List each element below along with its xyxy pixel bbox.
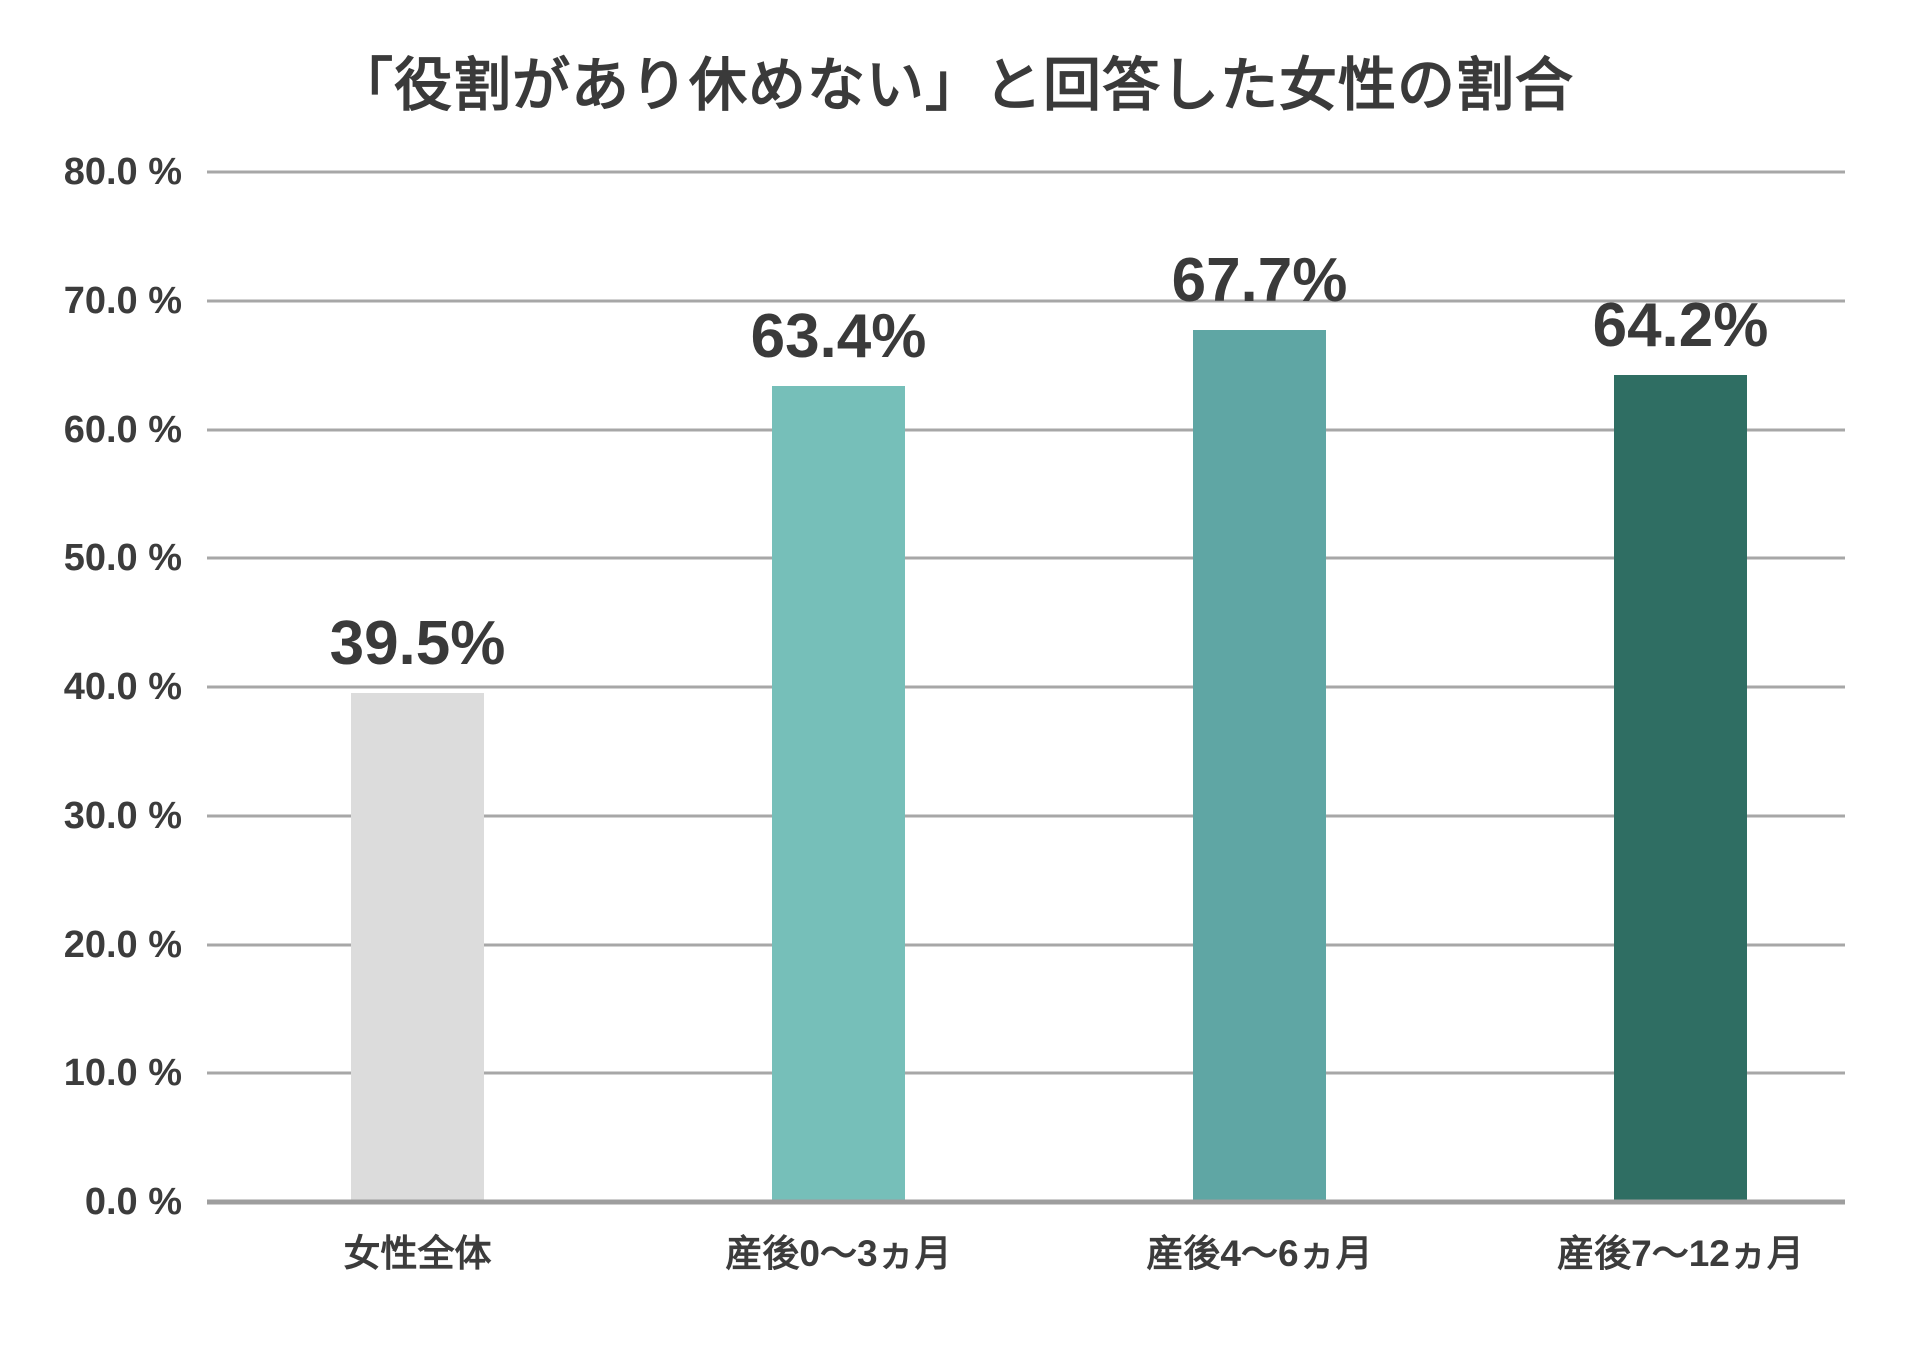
y-axis-tick-label: 60.0 % — [63, 408, 182, 451]
gridline — [207, 814, 1845, 818]
bar-value-label: 64.2% — [1592, 291, 1769, 361]
x-axis-line — [207, 1199, 1845, 1205]
gridline — [207, 556, 1845, 560]
gridline — [207, 943, 1845, 946]
bar-産後0〜3ヵ月 — [772, 385, 905, 1202]
y-axis-tick-label: 0.0 % — [84, 1181, 182, 1223]
gridline — [207, 170, 1845, 174]
y-axis-tick-label: 30.0 % — [63, 794, 182, 837]
bar-産後7〜12ヵ月 — [1614, 375, 1747, 1202]
y-axis-tick-label: 40.0 % — [63, 666, 182, 708]
bar-value-label: 67.7% — [1171, 246, 1348, 316]
y-axis-tick-label: 20.0 % — [63, 923, 182, 966]
x-axis-category-label: 女性全体 — [343, 1233, 492, 1274]
x-axis-category-label: 産後4〜6ヵ月 — [1146, 1233, 1373, 1274]
y-axis-tick-label: 50.0 % — [63, 537, 182, 580]
x-axis-category-label: 産後7〜12ヵ月 — [1557, 1233, 1804, 1274]
y-axis-tick-label: 80.0 % — [63, 151, 182, 193]
gridline — [207, 299, 1845, 303]
bar-女性全体 — [351, 693, 484, 1202]
bar-value-label: 39.5% — [329, 609, 506, 679]
gridline — [207, 428, 1845, 431]
gridline — [207, 1071, 1845, 1075]
chart-title: 「役割があり休めない」と回答した女性の割合 — [334, 53, 1574, 118]
bar-産後4〜6ヵ月 — [1193, 330, 1326, 1202]
bar-value-label: 63.4% — [750, 301, 927, 371]
x-axis-category-label: 産後0〜3ヵ月 — [725, 1233, 952, 1274]
y-axis-tick-label: 70.0 % — [63, 279, 182, 322]
gridline — [207, 685, 1845, 689]
y-axis-tick-label: 10.0 % — [63, 1052, 182, 1095]
